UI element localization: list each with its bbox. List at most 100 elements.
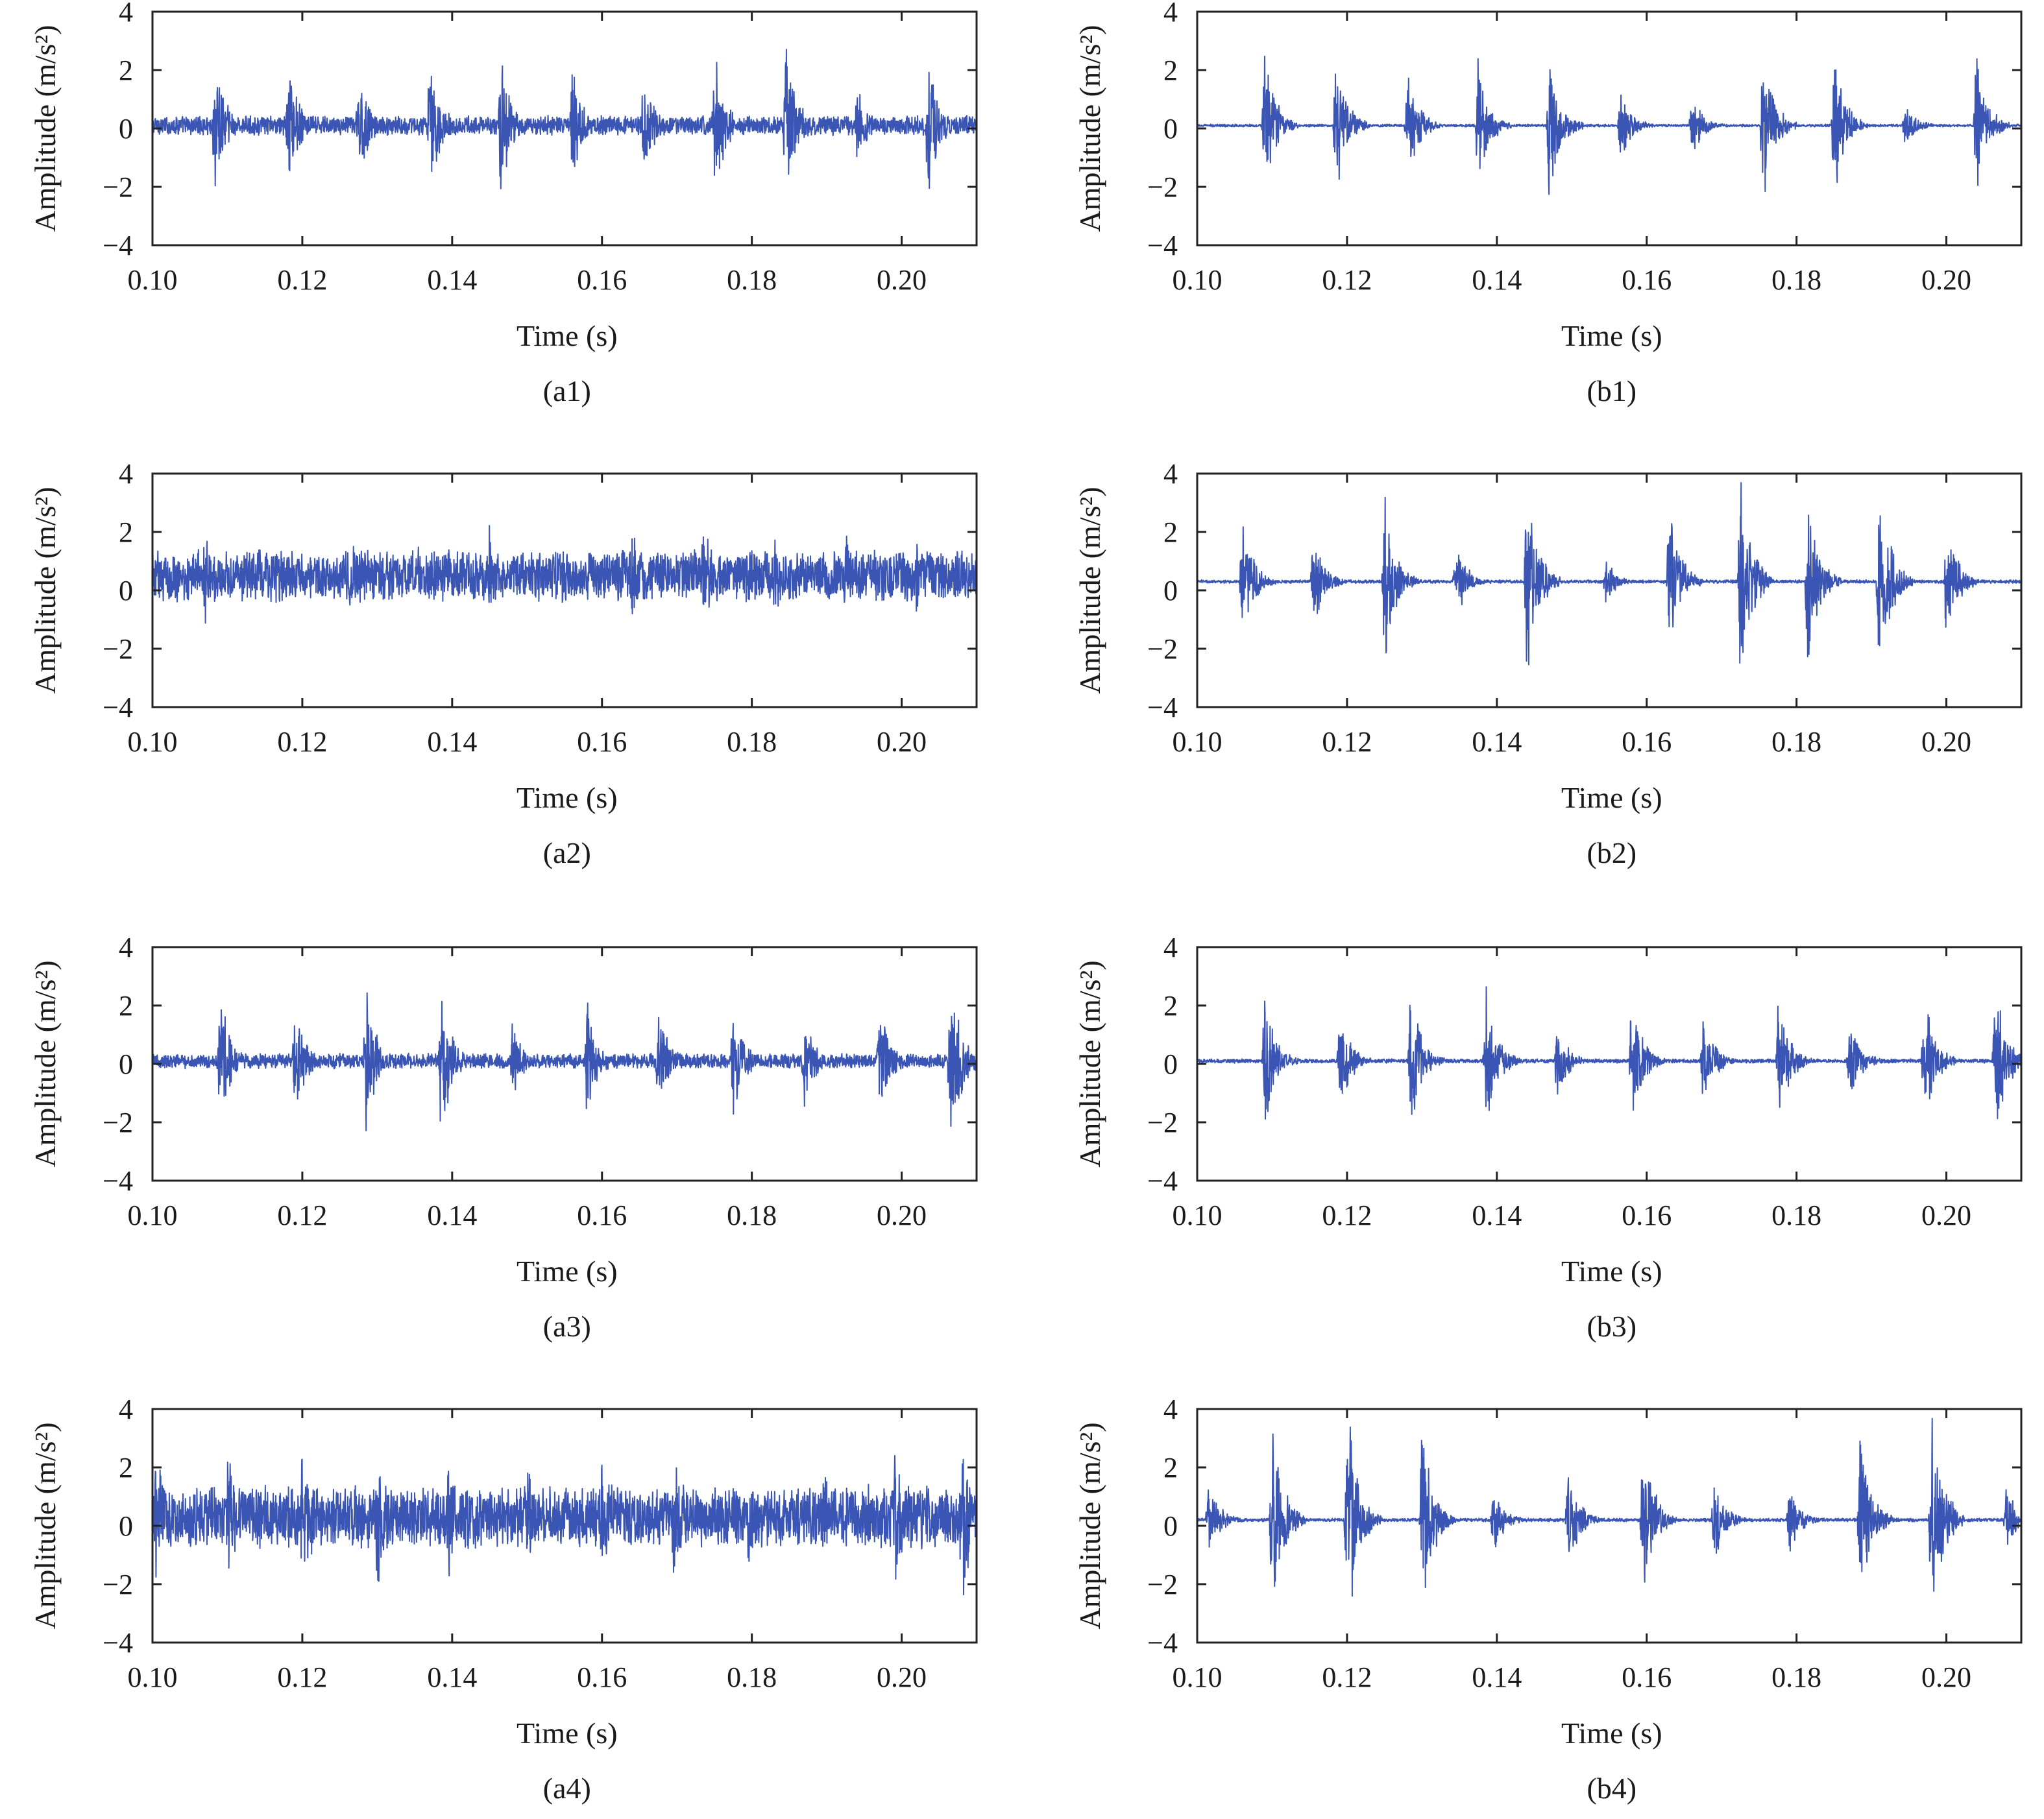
x-tick-label: 0.18 [727, 264, 777, 296]
signal-line-b2 [1197, 482, 2021, 666]
x-tick-label: 0.20 [877, 1199, 927, 1231]
y-tick-label: 0 [119, 575, 133, 607]
x-tick-label: 0.16 [1622, 1661, 1672, 1693]
panel-a2: 0.10 0.12 0.14 0.16 0.18 0.20 −4 −2 0 2 4 Time (s) A… [29, 458, 978, 869]
x-tick-label: 0.12 [277, 1199, 327, 1231]
x-tick-label: 0.16 [577, 1199, 627, 1231]
y-tick-label: 4 [1163, 458, 1178, 490]
plot-frame-b3 [1196, 946, 2023, 1182]
y-tick-label: −4 [1147, 1627, 1178, 1659]
y-tick-label: −2 [103, 1569, 133, 1600]
y-tick-label: 0 [119, 1510, 133, 1542]
x-tick-label: 0.20 [877, 1661, 927, 1693]
y-axis-label: Amplitude (m/s²) [29, 25, 62, 232]
panel-b2: 0.10 0.12 0.14 0.16 0.18 0.20 −4 −2 0 2 4 Time (s) A… [1073, 458, 2023, 869]
x-tick-label: 0.18 [1771, 264, 1821, 296]
x-tick-label: 0.20 [1921, 726, 1971, 758]
y-tick-label: −2 [1147, 1569, 1178, 1600]
y-tick-label: 0 [1163, 1510, 1178, 1542]
y-tick-label: 2 [1163, 1452, 1178, 1484]
x-tick-label: 0.12 [1322, 1199, 1372, 1231]
y-tick-label: 0 [119, 1048, 133, 1080]
x-tick-label: 0.20 [1921, 264, 1971, 296]
y-tick-label: 4 [119, 1393, 133, 1425]
signal-line-a2 [152, 525, 977, 624]
y-tick-label: 0 [1163, 575, 1178, 607]
x-tick-label: 0.12 [277, 264, 327, 296]
x-axis-label: Time (s) [1561, 1717, 1662, 1750]
y-tick-label: −2 [1147, 633, 1178, 665]
panel-b3: 0.10 0.12 0.14 0.16 0.18 0.20 −4 −2 0 2 4 Time (s) A… [1073, 932, 2023, 1343]
x-tick-label: 0.18 [727, 1199, 777, 1231]
panel-a1: 0.10 0.12 0.14 0.16 0.18 0.20 −4 −2 0 2 4 Time (s) A… [29, 0, 978, 407]
y-tick-label: −2 [103, 633, 133, 665]
x-axis-label: Time (s) [517, 781, 618, 814]
signal-line-b4 [1197, 1417, 2021, 1597]
x-tick-label: 0.16 [577, 264, 627, 296]
plot-frame-b4 [1196, 1408, 2023, 1644]
x-tick-label: 0.18 [727, 726, 777, 758]
plot-frame-b1 [1196, 10, 2023, 247]
x-tick-label: 0.18 [1771, 1661, 1821, 1693]
y-axis-label: Amplitude (m/s²) [1073, 1422, 1106, 1629]
x-tick-label: 0.16 [577, 1661, 627, 1693]
x-tick-label: 0.10 [128, 264, 178, 296]
x-tick-label: 0.10 [128, 1661, 178, 1693]
x-tick-label: 0.18 [1771, 1199, 1821, 1231]
panel-label: (a1) [543, 374, 591, 407]
signal-line-b3 [1197, 986, 2021, 1120]
panel-label: (b4) [1587, 1772, 1636, 1805]
y-tick-label: −4 [103, 1627, 133, 1659]
y-tick-label: 4 [1163, 932, 1178, 963]
y-tick-label: 2 [1163, 516, 1178, 548]
x-tick-label: 0.18 [1771, 726, 1821, 758]
y-tick-label: −4 [1147, 692, 1178, 723]
x-tick-label: 0.10 [128, 1199, 178, 1231]
x-tick-label: 0.12 [1322, 264, 1372, 296]
x-tick-label: 0.14 [1472, 1661, 1522, 1693]
y-tick-label: −2 [1147, 171, 1178, 203]
panel-label: (b3) [1587, 1310, 1636, 1343]
y-tick-label: −2 [103, 171, 133, 203]
x-axis-label: Time (s) [517, 319, 618, 352]
y-tick-label: 4 [119, 932, 133, 963]
x-axis-label: Time (s) [1561, 781, 1662, 814]
y-axis-label: Amplitude (m/s²) [29, 960, 62, 1167]
y-tick-label: 2 [119, 990, 133, 1022]
y-tick-label: 4 [119, 458, 133, 490]
x-tick-label: 0.14 [1472, 726, 1522, 758]
y-tick-label: 4 [119, 0, 133, 28]
panel-label: (b2) [1587, 836, 1636, 869]
x-tick-label: 0.20 [877, 264, 927, 296]
x-tick-label: 0.12 [1322, 1661, 1372, 1693]
x-tick-label: 0.20 [877, 726, 927, 758]
panel-label: (a2) [543, 836, 591, 869]
x-axis-label: Time (s) [1561, 1255, 1662, 1288]
panel-b1: 0.10 0.12 0.14 0.16 0.18 0.20 −4 −2 0 2 4 Time (s) A… [1073, 0, 2023, 407]
x-tick-label: 0.16 [1622, 726, 1672, 758]
y-axis-label: Amplitude (m/s²) [29, 1422, 62, 1629]
x-tick-label: 0.14 [427, 726, 477, 758]
y-tick-label: −2 [103, 1107, 133, 1138]
x-tick-label: 0.14 [1472, 264, 1522, 296]
signal-line-b1 [1197, 55, 2021, 195]
x-tick-label: 0.12 [277, 726, 327, 758]
x-tick-label: 0.12 [277, 1661, 327, 1693]
x-tick-label: 0.10 [1173, 1661, 1223, 1693]
y-tick-label: 2 [119, 516, 133, 548]
y-tick-label: 0 [119, 113, 133, 145]
panel-b4: 0.10 0.12 0.14 0.16 0.18 0.20 −4 −2 0 2 4 Time (s) A… [1073, 1393, 2023, 1805]
x-axis-label: Time (s) [517, 1717, 618, 1750]
x-tick-label: 0.10 [1173, 726, 1223, 758]
x-tick-label: 0.10 [1173, 264, 1223, 296]
x-tick-label: 0.16 [577, 726, 627, 758]
panel-a3: 0.10 0.12 0.14 0.16 0.18 0.20 −4 −2 0 2 4 Time (s) A… [29, 932, 978, 1343]
y-axis-label: Amplitude (m/s²) [1073, 960, 1106, 1167]
x-tick-label: 0.20 [1921, 1661, 1971, 1693]
y-tick-label: −4 [103, 1165, 133, 1197]
y-axis-label: Amplitude (m/s²) [1073, 487, 1106, 693]
y-tick-label: 2 [1163, 54, 1178, 86]
y-tick-label: 2 [1163, 990, 1178, 1022]
panel-label: (a3) [543, 1310, 591, 1343]
